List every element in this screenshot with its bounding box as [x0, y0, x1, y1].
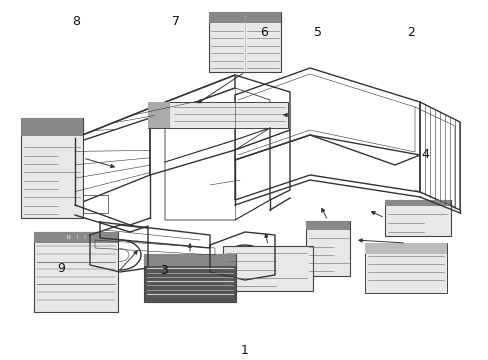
- Text: 3: 3: [160, 264, 167, 276]
- FancyBboxPatch shape: [384, 200, 450, 207]
- FancyBboxPatch shape: [364, 243, 446, 254]
- Text: 2: 2: [406, 26, 414, 39]
- Text: 1: 1: [240, 345, 248, 357]
- Text: 9: 9: [57, 262, 65, 275]
- Text: 6: 6: [260, 26, 267, 39]
- FancyBboxPatch shape: [208, 12, 281, 23]
- FancyBboxPatch shape: [21, 118, 83, 136]
- FancyBboxPatch shape: [34, 232, 118, 312]
- Text: 8: 8: [72, 15, 80, 28]
- FancyBboxPatch shape: [148, 102, 287, 128]
- FancyBboxPatch shape: [143, 254, 236, 266]
- FancyBboxPatch shape: [148, 102, 170, 128]
- Text: N    I    I: N I I: [66, 235, 85, 240]
- FancyBboxPatch shape: [305, 220, 349, 275]
- Text: 7: 7: [172, 15, 180, 28]
- FancyBboxPatch shape: [143, 254, 236, 302]
- Text: 5: 5: [313, 26, 321, 39]
- FancyBboxPatch shape: [384, 200, 450, 236]
- Text: 4: 4: [421, 148, 428, 161]
- FancyBboxPatch shape: [208, 12, 281, 72]
- FancyBboxPatch shape: [305, 220, 349, 230]
- FancyBboxPatch shape: [364, 243, 446, 293]
- FancyBboxPatch shape: [21, 118, 83, 218]
- FancyBboxPatch shape: [223, 246, 312, 291]
- FancyBboxPatch shape: [34, 232, 118, 243]
